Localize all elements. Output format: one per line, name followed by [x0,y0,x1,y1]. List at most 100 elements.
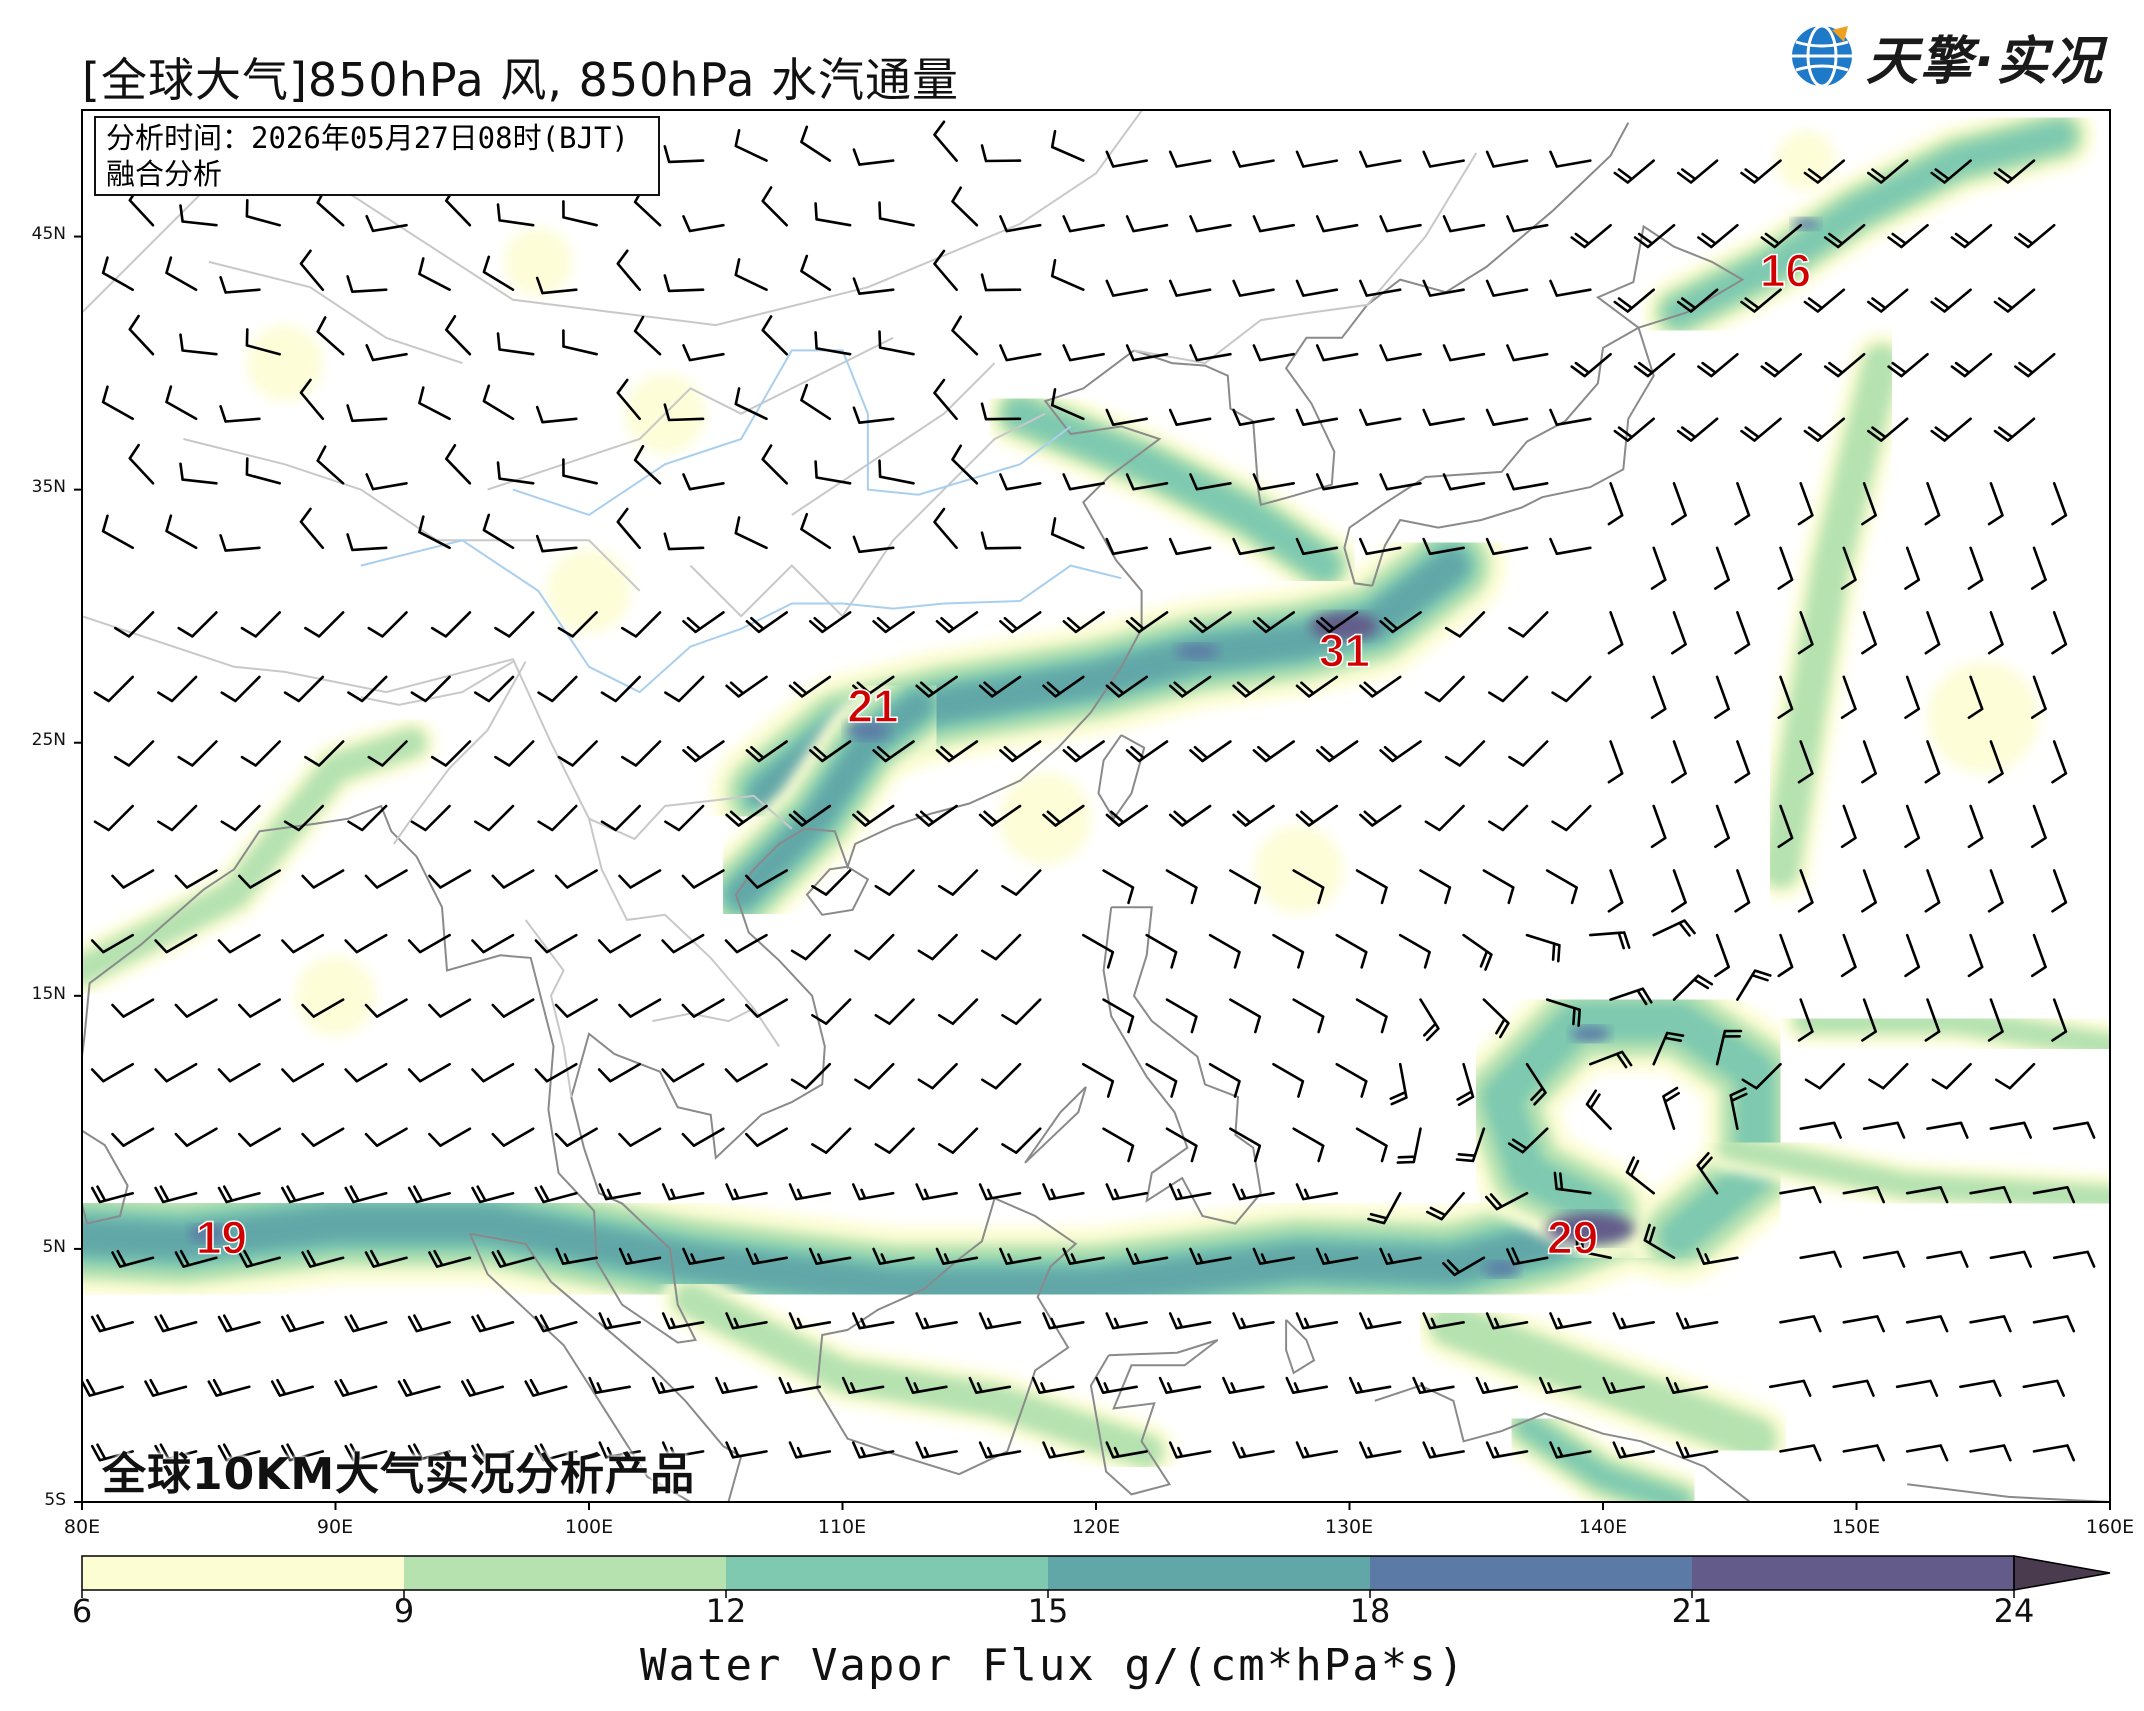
wind-barb-50 [1315,215,1359,233]
wind-barb-12 [852,148,895,166]
wind-barb-517 [1426,1191,1465,1221]
wind-barb-561 [281,1314,325,1333]
wind-barb-280 [177,740,218,767]
wind-barb-518 [1485,1191,1529,1211]
coastline-3 [1252,304,1368,507]
wind-barb-338 [1904,804,1921,849]
wind-barb-126 [219,405,261,423]
coastline-1 [805,865,870,916]
wind-barb-192 [482,513,515,550]
wind-barb-427 [1672,974,1714,1001]
wind-barb-53 [1506,215,1549,233]
wind-barb-528 [174,1249,218,1268]
wind-barb-176 [1442,473,1486,491]
wind-barb-377 [407,933,451,954]
wind-barb-236 [1316,611,1359,634]
wind-barb-20 [1359,150,1402,168]
wind-barb-211 [1714,546,1730,590]
wind-barb-163 [633,444,662,485]
wind-barb-173 [1252,473,1295,491]
wind-barb-603 [968,1376,1012,1394]
border-8 [689,412,1046,618]
flux-patch-2 [504,227,573,296]
wind-barb-216 [2030,546,2047,590]
wind-barb-460 [1741,1062,1782,1090]
wind-barb-48 [1189,215,1232,233]
wind-barb-181 [1797,482,1814,526]
wind-barb-437 [281,1062,325,1083]
wind-barb-283 [367,740,408,767]
wind-barb-256 [600,675,641,703]
wind-barb-149 [1676,417,1719,442]
wind-barb-486 [1455,1127,1486,1163]
wind-barb-291 [872,740,915,763]
wind-barb-457 [1589,1050,1633,1069]
wind-barb-91 [1930,288,1972,313]
coastline-8 [1102,906,1262,1225]
wind-barb-38 [562,200,598,227]
wind-barb-235 [1252,611,1295,634]
wind-barb-466 [174,1127,218,1147]
wind-barb-32 [179,204,218,227]
wind-barb-604 [1032,1376,1075,1394]
wind-barb-190 [346,533,388,552]
wind-barb-63 [165,256,198,291]
wind-barb-402 [2030,933,2047,978]
wind-barb-440 [471,1062,515,1083]
flux-core-1 [1546,1212,1635,1245]
wind-barb-262 [978,675,1022,698]
flux-band-10-level-1 [1716,1134,2110,1212]
wind-barb-110 [1189,344,1232,362]
wind-barb-477 [874,1127,915,1154]
wind-barb-415 [874,998,915,1025]
border-9 [487,336,894,491]
wind-barb-479 [1001,1127,1042,1154]
wind-barb-478 [937,1127,979,1154]
border-6 [652,1007,755,1023]
wind-barb-524 [1905,1186,1949,1204]
wind-barb-367 [1797,869,1814,913]
wind-barb-456 [1525,1062,1547,1106]
wind-barb-33 [245,199,281,227]
wind-barb-85 [1549,279,1592,297]
wind-barb-413 [745,998,788,1018]
wind-barb-647 [1842,1444,1885,1462]
wind-barb-311 [157,804,198,832]
wind-barb-100 [562,329,598,356]
wind-barb-608 [1285,1376,1328,1394]
coastline-10 [816,1197,1078,1476]
wind-barb-639 [1295,1441,1339,1459]
wind-barb-281 [240,740,281,767]
wind-barb-376 [344,933,388,954]
wind-barb-151 [1803,417,1846,442]
wind-barb-164 [682,473,725,491]
wind-barb-317 [537,804,578,832]
wind-barb-117 [1633,352,1676,378]
wind-barb-279 [114,740,155,767]
wind-barb-556 [1989,1250,2032,1268]
wind-barb-167 [878,459,915,485]
wind-barb-274 [1777,675,1794,719]
wind-barb-617 [1895,1379,1939,1397]
wind-barb-140 [1105,408,1148,426]
flux-patch-5 [1254,825,1343,914]
wind-barb-208 [1485,537,1529,556]
coastline-7 [1366,122,1630,306]
wind-barb-46 [1062,215,1105,233]
wind-barb-205 [1295,537,1339,556]
border-11 [208,260,463,365]
wind-barb-93 [128,314,155,356]
wind-barb-153 [1930,417,1972,442]
maximum-label-31: 31 [1319,624,1370,676]
wind-barb-564 [471,1314,515,1333]
wind-barb-363 [1545,869,1578,905]
wind-barb-251 [283,675,325,703]
wind-barb-610 [1412,1376,1455,1394]
wind-barb-510 [978,1183,1022,1201]
flux-band-12-level-2 [1517,1416,1689,1502]
wind-barb-501 [407,1185,451,1204]
wind-barb-114 [1442,344,1486,362]
wind-barb-42 [814,202,852,227]
wind-barb-77 [1050,259,1085,291]
coastline-15 [82,1129,129,1225]
